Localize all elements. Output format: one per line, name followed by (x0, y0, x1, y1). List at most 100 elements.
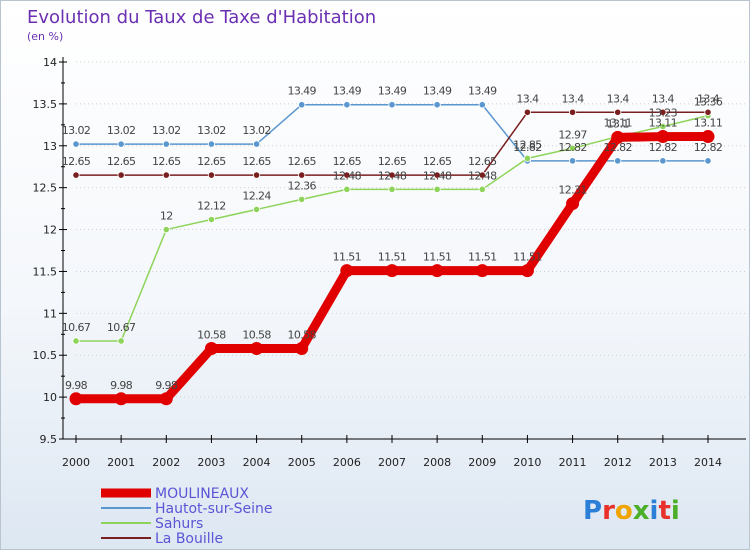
x-tick-label: 2009 (468, 456, 496, 469)
y-tick-label: 10 (43, 391, 57, 404)
data-point (252, 171, 261, 179)
y-tick-label: 11.5 (33, 265, 58, 278)
data-point (475, 264, 489, 278)
data-label: 12.65 (333, 155, 362, 168)
data-point (298, 101, 306, 109)
data-point (433, 101, 441, 109)
x-tick-label: 2012 (604, 456, 632, 469)
data-label: 12.65 (107, 155, 136, 168)
data-point (204, 342, 218, 356)
data-label: 13.49 (287, 85, 316, 98)
data-point (343, 101, 351, 109)
data-point (114, 392, 128, 406)
data-point (566, 197, 580, 211)
data-label: 10.58 (197, 329, 226, 342)
data-label: 13.02 (62, 124, 91, 137)
x-tick-label: 2008 (423, 456, 451, 469)
data-point (433, 171, 441, 179)
brand-letter: i (650, 496, 659, 526)
brand-letter: t (658, 496, 670, 526)
x-tick-label: 2010 (513, 456, 541, 469)
y-tick-label: 14 (43, 56, 57, 69)
x-tick-label: 2004 (243, 456, 271, 469)
data-label: 12.82 (513, 141, 542, 154)
data-point (207, 140, 216, 148)
data-label: 9.98 (65, 379, 88, 392)
data-point (72, 140, 80, 148)
data-label: 13.49 (378, 85, 407, 98)
data-label: 12.65 (152, 155, 181, 168)
x-tick-label: 2007 (378, 456, 406, 469)
data-label: 13.49 (333, 85, 362, 98)
data-label: 12.65 (242, 155, 271, 168)
data-label: 12.48 (378, 169, 407, 182)
data-point (520, 264, 534, 278)
x-tick-label: 2013 (649, 456, 677, 469)
x-tick-label: 2002 (152, 456, 180, 469)
data-label: 13.1 (607, 117, 629, 130)
brand-letter: o (615, 496, 633, 526)
data-point (614, 108, 622, 116)
data-point (478, 101, 486, 109)
data-point (388, 185, 396, 193)
data-point (72, 171, 80, 179)
y-tick-label: 9.5 (40, 433, 58, 446)
data-label: 13.11 (603, 117, 632, 130)
data-label: 12 (160, 210, 173, 223)
x-tick-label: 2003 (197, 456, 225, 469)
data-point (69, 392, 83, 406)
data-label: 10.67 (62, 321, 91, 334)
data-point (659, 122, 667, 131)
data-label: 11.51 (513, 251, 542, 264)
data-point (656, 130, 670, 144)
y-tick-label: 10.5 (33, 349, 58, 362)
data-point (568, 157, 577, 165)
data-point (523, 154, 532, 162)
data-label: 11.51 (378, 251, 407, 264)
data-point (568, 144, 577, 152)
data-label: 12.12 (197, 200, 226, 213)
y-tick-label: 13 (43, 140, 57, 153)
data-point (478, 185, 486, 193)
x-tick-label: 2011 (559, 456, 587, 469)
x-tick-label: 2001 (107, 456, 135, 469)
data-label: 12.82 (694, 141, 723, 154)
data-label: 13.4 (562, 92, 585, 105)
data-point (385, 264, 399, 278)
data-point (117, 171, 125, 179)
data-label: 13.4 (607, 92, 630, 105)
data-point (298, 171, 306, 179)
chart-subtitle: (en %) (27, 30, 64, 43)
data-label: 12.36 (287, 179, 316, 192)
data-point (252, 205, 261, 214)
data-point (433, 185, 441, 193)
data-point (568, 108, 577, 116)
data-point (159, 392, 173, 406)
brand-letter: x (633, 496, 650, 526)
data-label: 12.85 (513, 138, 542, 151)
data-label: 13.36 (694, 96, 723, 109)
legend-label: Hautot-sur-Seine (155, 501, 273, 517)
data-label: 12.48 (423, 169, 452, 182)
data-point (162, 140, 170, 148)
data-point (659, 157, 667, 165)
data-point (523, 108, 532, 116)
data-label: 13.02 (107, 124, 136, 137)
data-label: 9.98 (155, 379, 178, 392)
data-label: 13.11 (649, 117, 678, 130)
data-label: 12.31 (558, 184, 587, 197)
data-label: 10.67 (107, 321, 136, 334)
data-point (343, 185, 351, 193)
data-label: 13.02 (152, 124, 181, 137)
data-label: 12.82 (649, 141, 678, 154)
data-point (343, 171, 351, 179)
data-label: 10.58 (242, 329, 271, 342)
y-tick-label: 13.5 (33, 98, 58, 111)
data-point (252, 140, 261, 148)
x-tick-label: 2014 (694, 456, 722, 469)
brand-letter: P (583, 496, 602, 526)
legend-label: Sahurs (155, 516, 203, 532)
legend-label: MOULINEAUX (155, 486, 249, 502)
data-label: 13.02 (197, 124, 226, 137)
